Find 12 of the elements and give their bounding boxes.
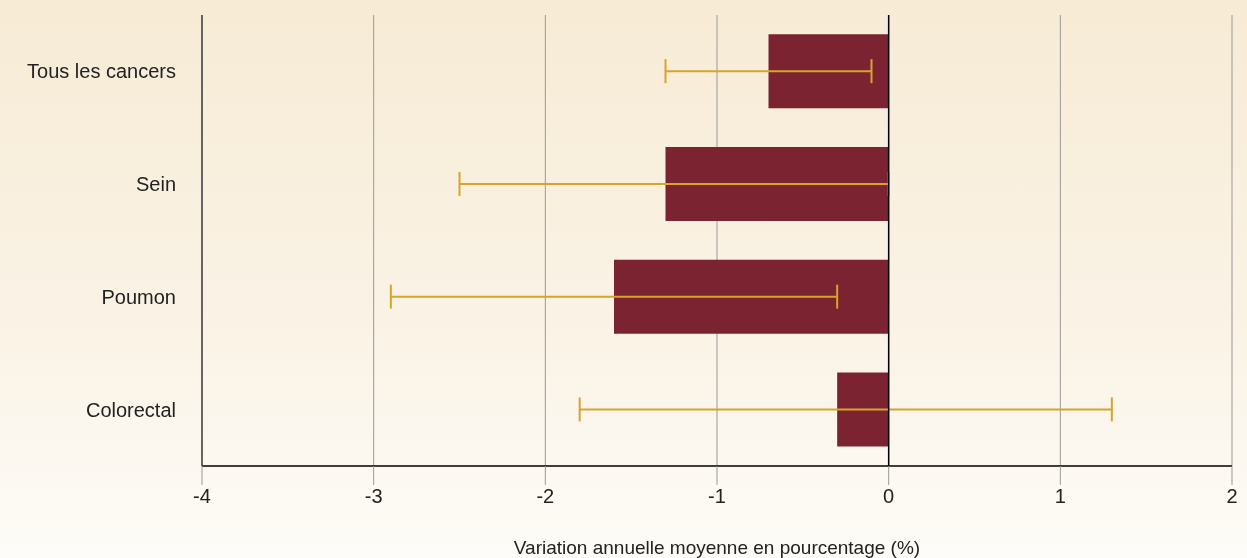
y-tick-label: Colorectal — [85, 398, 176, 421]
x-tick-label: 1 — [1054, 485, 1066, 508]
x-axis-title: Variation annuelle moyenne en pourcentage (%) — [513, 537, 921, 558]
y-tick-label: Sein — [135, 173, 176, 196]
x-tick-label: 2 — [1226, 485, 1238, 508]
x-tick-label: 0 — [883, 485, 895, 508]
x-tick-label: -1 — [708, 485, 726, 508]
y-tick-label: Poumon — [101, 285, 176, 308]
x-tick-label: -2 — [536, 485, 555, 508]
x-tick-label: -3 — [364, 485, 383, 508]
x-tick-label: -4 — [193, 485, 211, 508]
y-tick-label: Tous les cancers — [27, 60, 176, 83]
